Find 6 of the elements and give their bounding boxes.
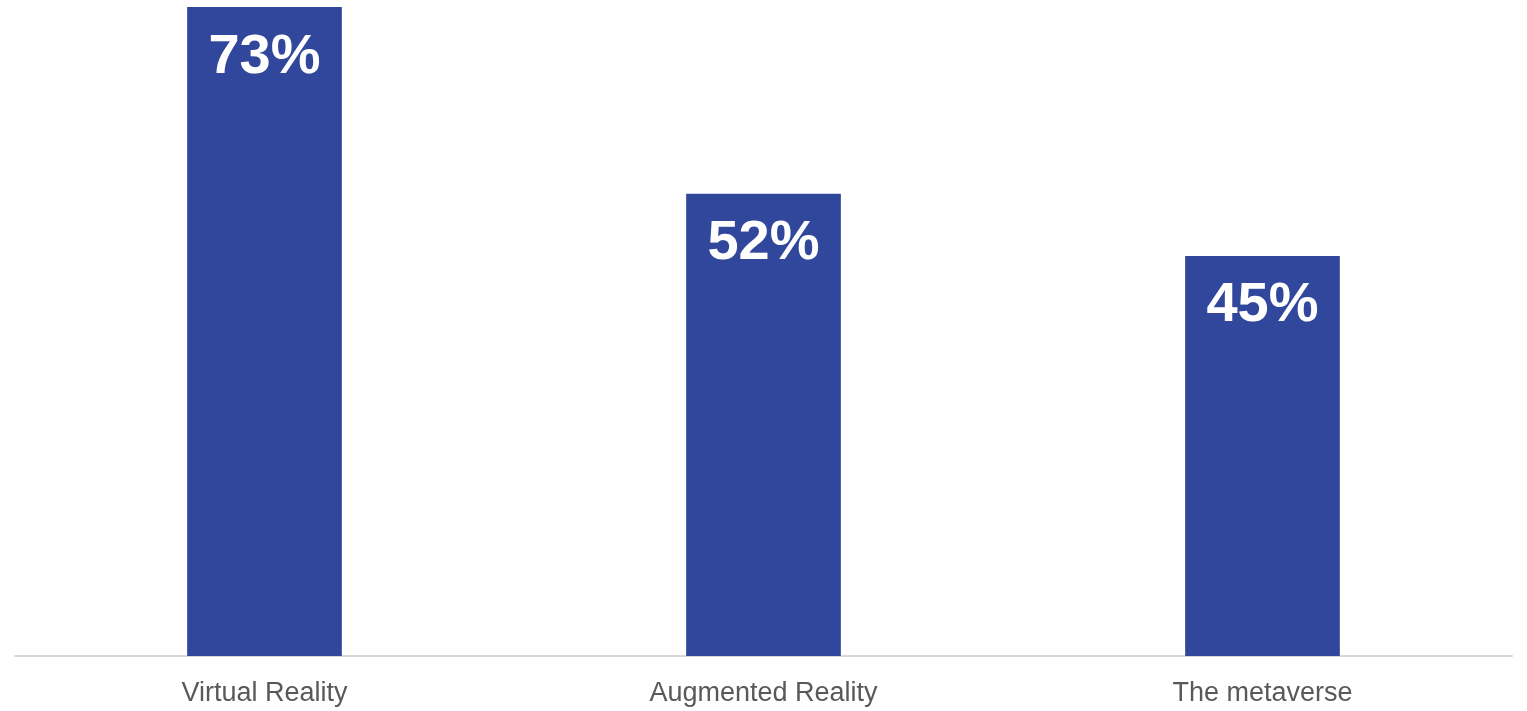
x-tick-label: The metaverse bbox=[1172, 676, 1353, 707]
data-label: 45% bbox=[1206, 270, 1319, 334]
x-tick-label: Augmented Reality bbox=[649, 676, 879, 707]
data-label: 73% bbox=[208, 21, 321, 85]
data-label: 52% bbox=[707, 208, 820, 272]
x-tick-label: Virtual Reality bbox=[181, 676, 349, 707]
